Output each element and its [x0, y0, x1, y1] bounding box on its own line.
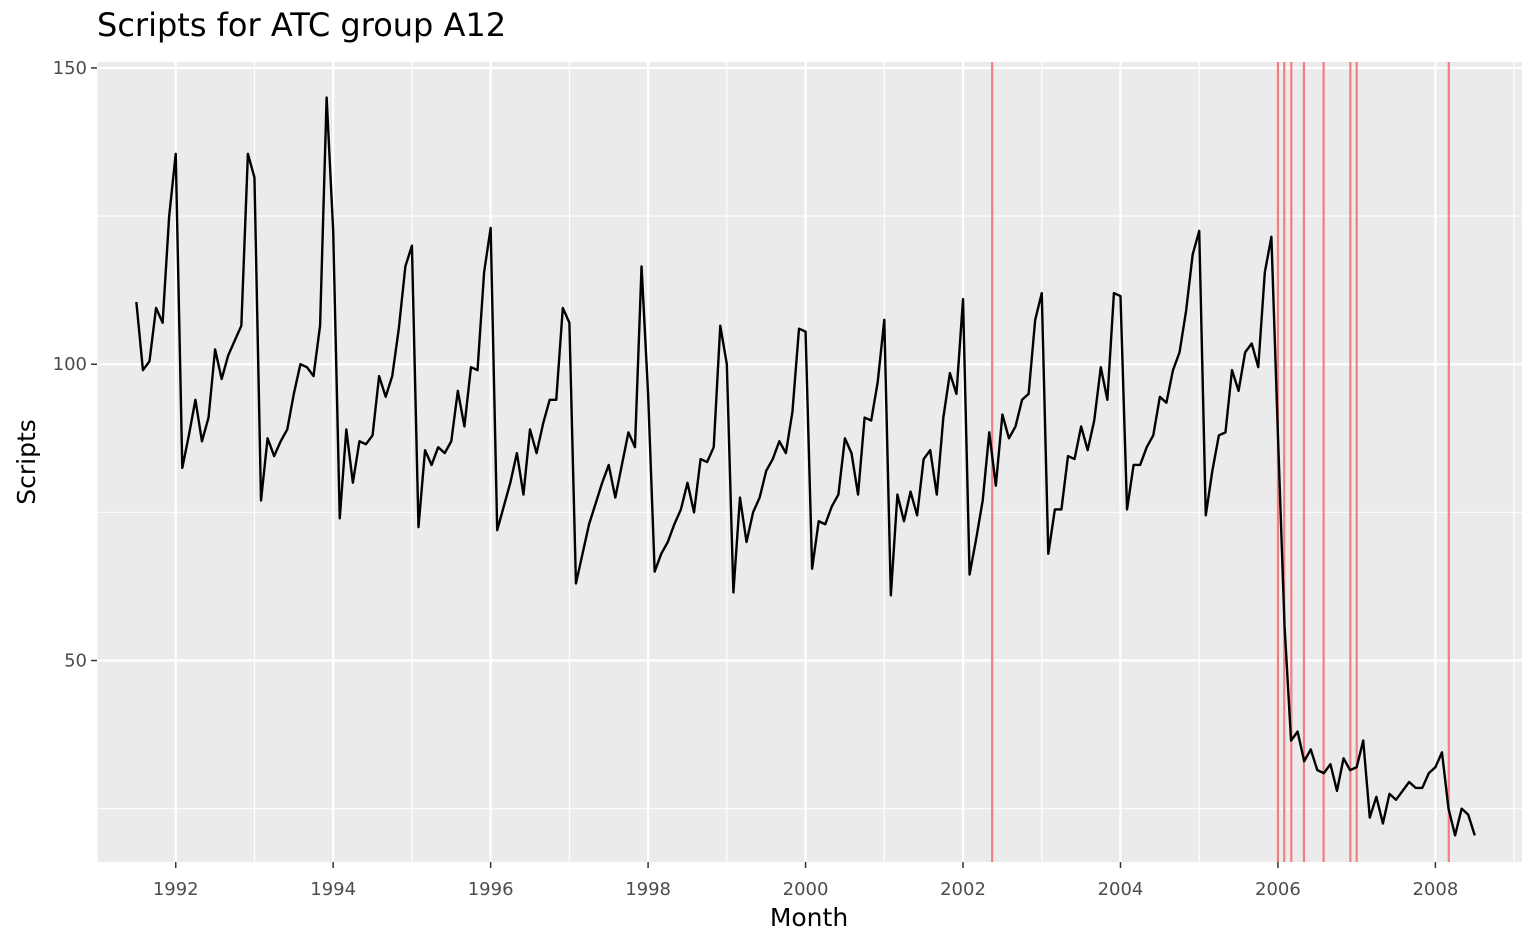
x-tick-label: 2000 — [783, 879, 829, 900]
x-tick-label: 1996 — [468, 879, 514, 900]
x-tick-label: 1998 — [625, 879, 671, 900]
x-tick-labels: 1992 1994 1996 1998 2000 2002 2004 2006 2008 — [153, 879, 1458, 900]
x-tick-label: 2006 — [1255, 879, 1301, 900]
x-tick-label: 2008 — [1412, 879, 1458, 900]
x-tick-label: 2004 — [1098, 879, 1144, 900]
y-tick-label: 100 — [53, 354, 87, 375]
x-axis-title: Month — [770, 903, 848, 932]
y-axis-title: Scripts — [12, 419, 41, 505]
x-tick-label: 1992 — [153, 879, 199, 900]
y-tick-label: 150 — [53, 58, 87, 79]
axis-ticks — [91, 67, 1437, 868]
y-tick-label: 50 — [64, 651, 87, 672]
y-tick-labels: 50 100 150 — [53, 58, 87, 672]
x-tick-label: 1994 — [310, 879, 356, 900]
x-tick-label: 2002 — [940, 879, 986, 900]
series-line — [135, 96, 1476, 837]
chart-title: Scripts for ATC group A12 — [97, 6, 507, 44]
